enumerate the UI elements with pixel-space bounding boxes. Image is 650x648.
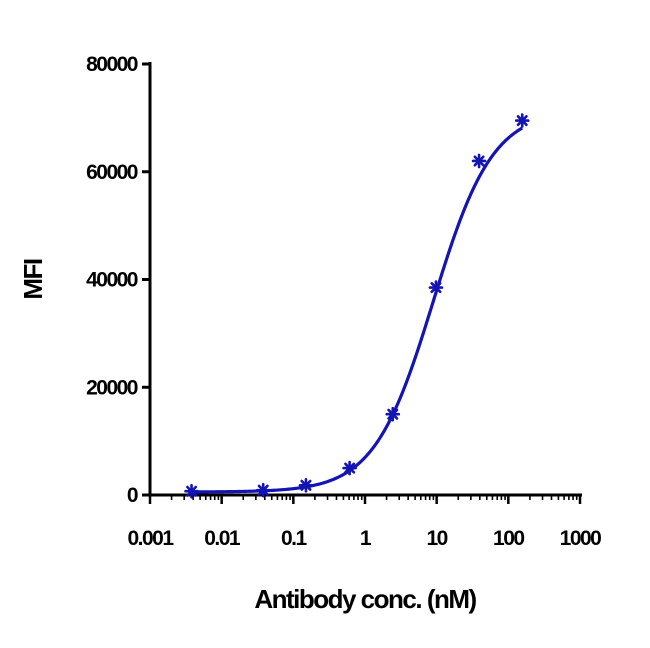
data-point xyxy=(471,153,487,169)
asterisk-stroke xyxy=(300,479,312,491)
x-tick-label: 100 xyxy=(493,527,524,550)
asterisk-stroke xyxy=(257,484,269,496)
data-point xyxy=(298,478,314,493)
data-point xyxy=(184,483,199,499)
x-tick-label: 10 xyxy=(426,527,447,550)
y-tick-label: 80000 xyxy=(86,53,138,76)
axes xyxy=(142,62,582,504)
data-point xyxy=(514,113,530,128)
y-axis-title: MFI xyxy=(18,259,48,300)
fit-curve xyxy=(191,126,524,494)
asterisk-stroke xyxy=(186,485,198,497)
y-tick-label: 0 xyxy=(127,484,138,507)
asterisk-stroke xyxy=(516,115,528,127)
asterisk-stroke xyxy=(344,462,356,474)
x-tick-label: 1 xyxy=(360,527,372,550)
data-points xyxy=(184,113,530,499)
data-point xyxy=(428,280,444,295)
tick-labels: 0 20000 40000 60000 80000 0.001 0.01 0.1 1 10 100 1… xyxy=(86,53,603,550)
x-tick-label: 0.01 xyxy=(204,527,241,550)
x-tick-label: 0.001 xyxy=(127,527,174,550)
data-point xyxy=(342,460,357,476)
y-tick-label: 20000 xyxy=(86,376,138,399)
x-tick-label: 0.1 xyxy=(281,527,308,550)
asterisk-stroke xyxy=(473,155,485,167)
x-axis-title: Antibody conc. (nM) xyxy=(254,584,476,614)
x-tick-label: 1000 xyxy=(560,527,602,550)
data-point xyxy=(385,406,401,422)
asterisk-stroke xyxy=(430,282,442,294)
data-point xyxy=(255,482,271,498)
y-tick-label: 60000 xyxy=(86,161,138,184)
asterisk-stroke xyxy=(387,408,399,420)
y-tick-label: 40000 xyxy=(86,269,138,292)
